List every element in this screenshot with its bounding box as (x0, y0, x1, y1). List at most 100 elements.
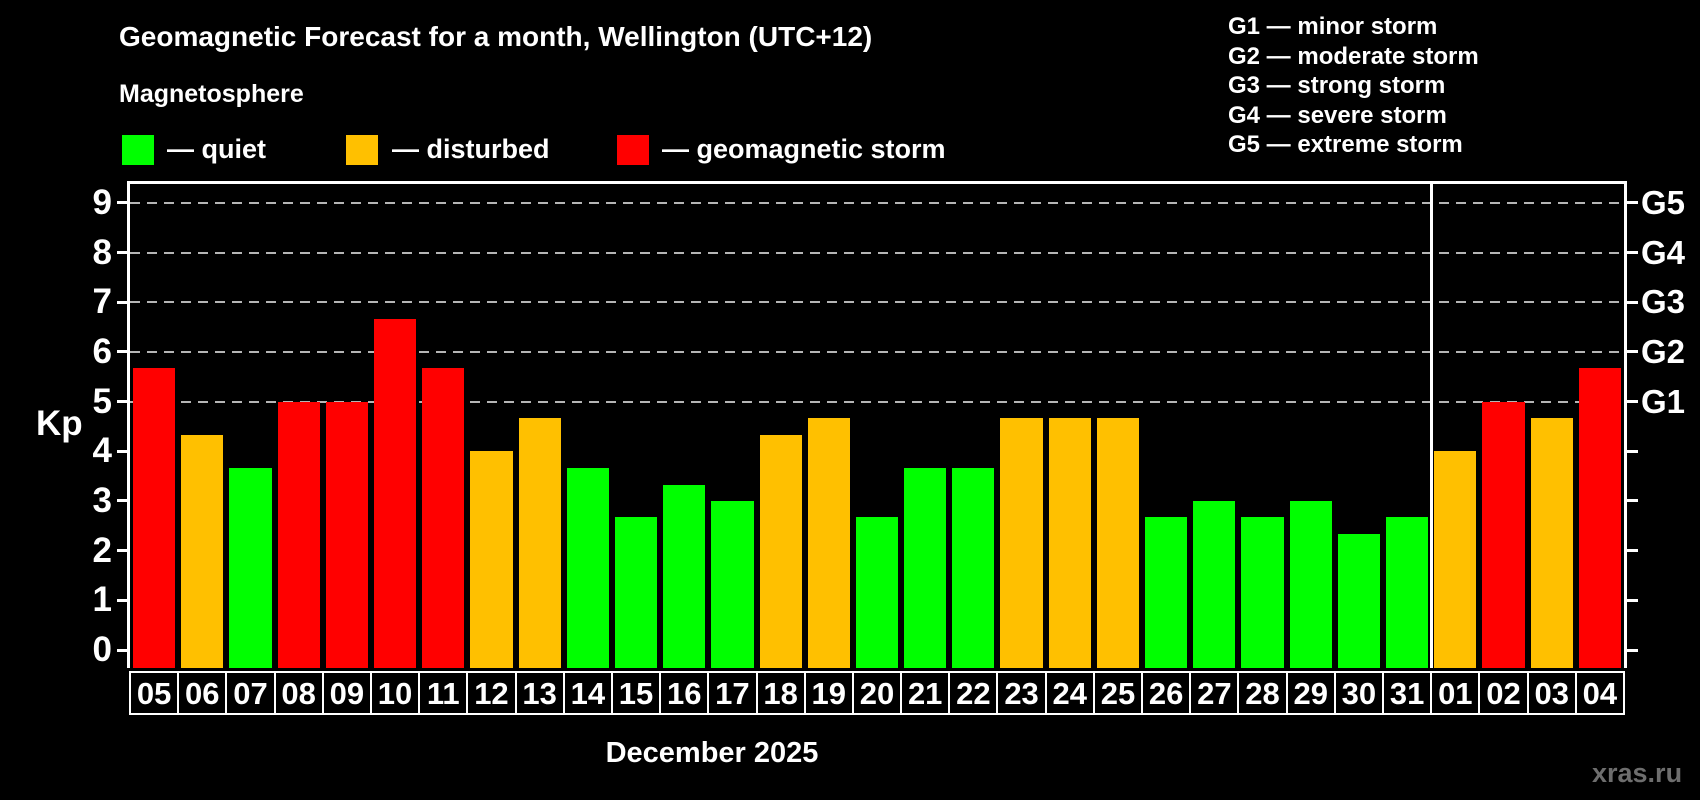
day-label-19: 19 (803, 671, 854, 715)
plot-border (127, 181, 1627, 668)
day-label-30: 30 (1333, 671, 1385, 715)
kp-bar-day-04 (1578, 368, 1621, 668)
day-label-02: 02 (1478, 671, 1529, 715)
kp-bar-day-16 (663, 484, 706, 668)
y-tick-label: 4 (92, 431, 112, 471)
quiet-swatch-icon (122, 135, 154, 165)
x-axis-caption: December 2025 (605, 737, 819, 769)
day-label-23: 23 (996, 671, 1047, 715)
g-level-label-g1: G1 (1641, 382, 1686, 420)
day-label-16: 16 (659, 671, 710, 715)
y-axis-tick-left (117, 499, 130, 503)
y-axis-tick-right (1624, 598, 1638, 602)
storm-scale-legend: G1 — minor storm G2 — moderate storm G3 … (1228, 12, 1479, 160)
day-label-29: 29 (1285, 671, 1336, 715)
gscale-line-g4: G4 — severe storm (1228, 101, 1447, 129)
y-tick-label: 3 (92, 480, 112, 520)
gscale-line-g5: G5 — extreme storm (1228, 131, 1463, 158)
kp-bar-day-29 (1289, 500, 1332, 668)
kp-bar-day-28 (1241, 517, 1284, 668)
kp-bar-day-15 (614, 517, 658, 668)
gridline-kp5 (130, 400, 1624, 403)
y-tick-label: 9 (92, 182, 112, 222)
chart-subtitle: Magnetosphere (119, 80, 304, 108)
day-label-20: 20 (851, 671, 903, 715)
y-axis-tick-right (1624, 201, 1638, 205)
y-tick-label: 8 (92, 232, 112, 272)
y-axis-tick-right (1624, 251, 1638, 255)
gridline-kp6 (130, 350, 1624, 353)
kp-bar-day-12 (470, 451, 513, 668)
kp-bar-day-09 (325, 401, 368, 668)
day-label-10: 10 (369, 671, 421, 715)
y-axis-tick-right (1624, 449, 1638, 453)
day-label-21: 21 (900, 671, 951, 715)
kp-bar-day-14 (566, 467, 609, 668)
watermark: xras.ru (1592, 758, 1683, 788)
day-label-05: 05 (129, 671, 180, 715)
y-axis-tick-right (1624, 300, 1638, 304)
legend-label-quiet: — quiet (167, 134, 266, 164)
day-label-15: 15 (610, 671, 662, 715)
day-label-24: 24 (1044, 671, 1095, 715)
y-tick-label: 5 (92, 381, 112, 421)
kp-bar-day-06 (181, 434, 224, 668)
day-label-08: 08 (273, 671, 324, 715)
day-label-13: 13 (514, 671, 565, 715)
kp-bar-day-13 (518, 418, 561, 668)
day-label-04: 04 (1574, 671, 1625, 715)
y-axis-tick-left (117, 400, 130, 404)
day-label-01: 01 (1430, 671, 1481, 715)
kp-bar-day-07 (229, 467, 272, 668)
day-label-31: 31 (1382, 671, 1433, 715)
kp-bar-day-21 (904, 467, 947, 668)
y-tick-label: 1 (92, 580, 112, 620)
y-tick-label: 0 (92, 630, 112, 669)
y-tick-label: 7 (92, 282, 112, 322)
g-level-label-g3: G3 (1641, 283, 1686, 321)
kp-bar-day-25 (1096, 418, 1140, 668)
day-label-12: 12 (466, 671, 517, 715)
day-label-18: 18 (755, 671, 806, 715)
page-title: Geomagnetic Forecast for a month, Wellin… (119, 21, 873, 52)
day-label-14: 14 (562, 671, 613, 715)
day-label-25: 25 (1092, 671, 1144, 715)
y-axis-tick-left (117, 598, 130, 602)
y-axis-tick-left (117, 350, 130, 354)
gridline-kp8 (130, 251, 1624, 254)
day-label-09: 09 (321, 671, 372, 715)
gscale-line-g1: G1 — minor storm (1228, 13, 1438, 40)
month-separator-line (1430, 184, 1434, 668)
y-tick-label: 6 (92, 331, 112, 371)
kp-bar-day-20 (855, 517, 899, 668)
y-axis-tick-left (117, 648, 130, 652)
gridline-kp7 (130, 301, 1624, 304)
y-axis-tick-left (117, 549, 130, 553)
legend-label-disturbed: — disturbed (392, 134, 550, 164)
day-label-28: 28 (1237, 671, 1288, 715)
y-axis-tick-left (117, 251, 130, 255)
kp-bar-day-19 (807, 418, 850, 668)
kp-bar-day-27 (1193, 500, 1236, 668)
y-axis-title: Kp (36, 404, 83, 443)
y-axis-tick-right (1624, 350, 1638, 354)
kp-bar-day-10 (373, 318, 417, 668)
g-level-label-g4: G4 (1641, 233, 1686, 271)
gscale-line-g3: G3 — strong storm (1228, 72, 1446, 99)
disturbed-swatch-icon (346, 135, 378, 165)
day-label-22: 22 (948, 671, 999, 715)
kp-bar-day-01 (1434, 451, 1477, 668)
kp-bar-day-23 (1000, 418, 1043, 668)
kp-bar-day-05 (133, 368, 176, 668)
g-level-label-g2: G2 (1641, 332, 1686, 370)
kp-bar-day-02 (1482, 401, 1525, 668)
y-axis-tick-left (117, 449, 130, 453)
kp-bar-day-11 (422, 368, 465, 668)
y-axis-tick-right (1624, 549, 1638, 553)
kp-bar-day-26 (1145, 517, 1188, 668)
kp-bar-day-31 (1386, 517, 1429, 668)
day-label-17: 17 (707, 671, 758, 715)
day-label-07: 07 (225, 671, 276, 715)
kp-bar-day-08 (277, 401, 320, 668)
y-axis-tick-left (117, 201, 130, 205)
